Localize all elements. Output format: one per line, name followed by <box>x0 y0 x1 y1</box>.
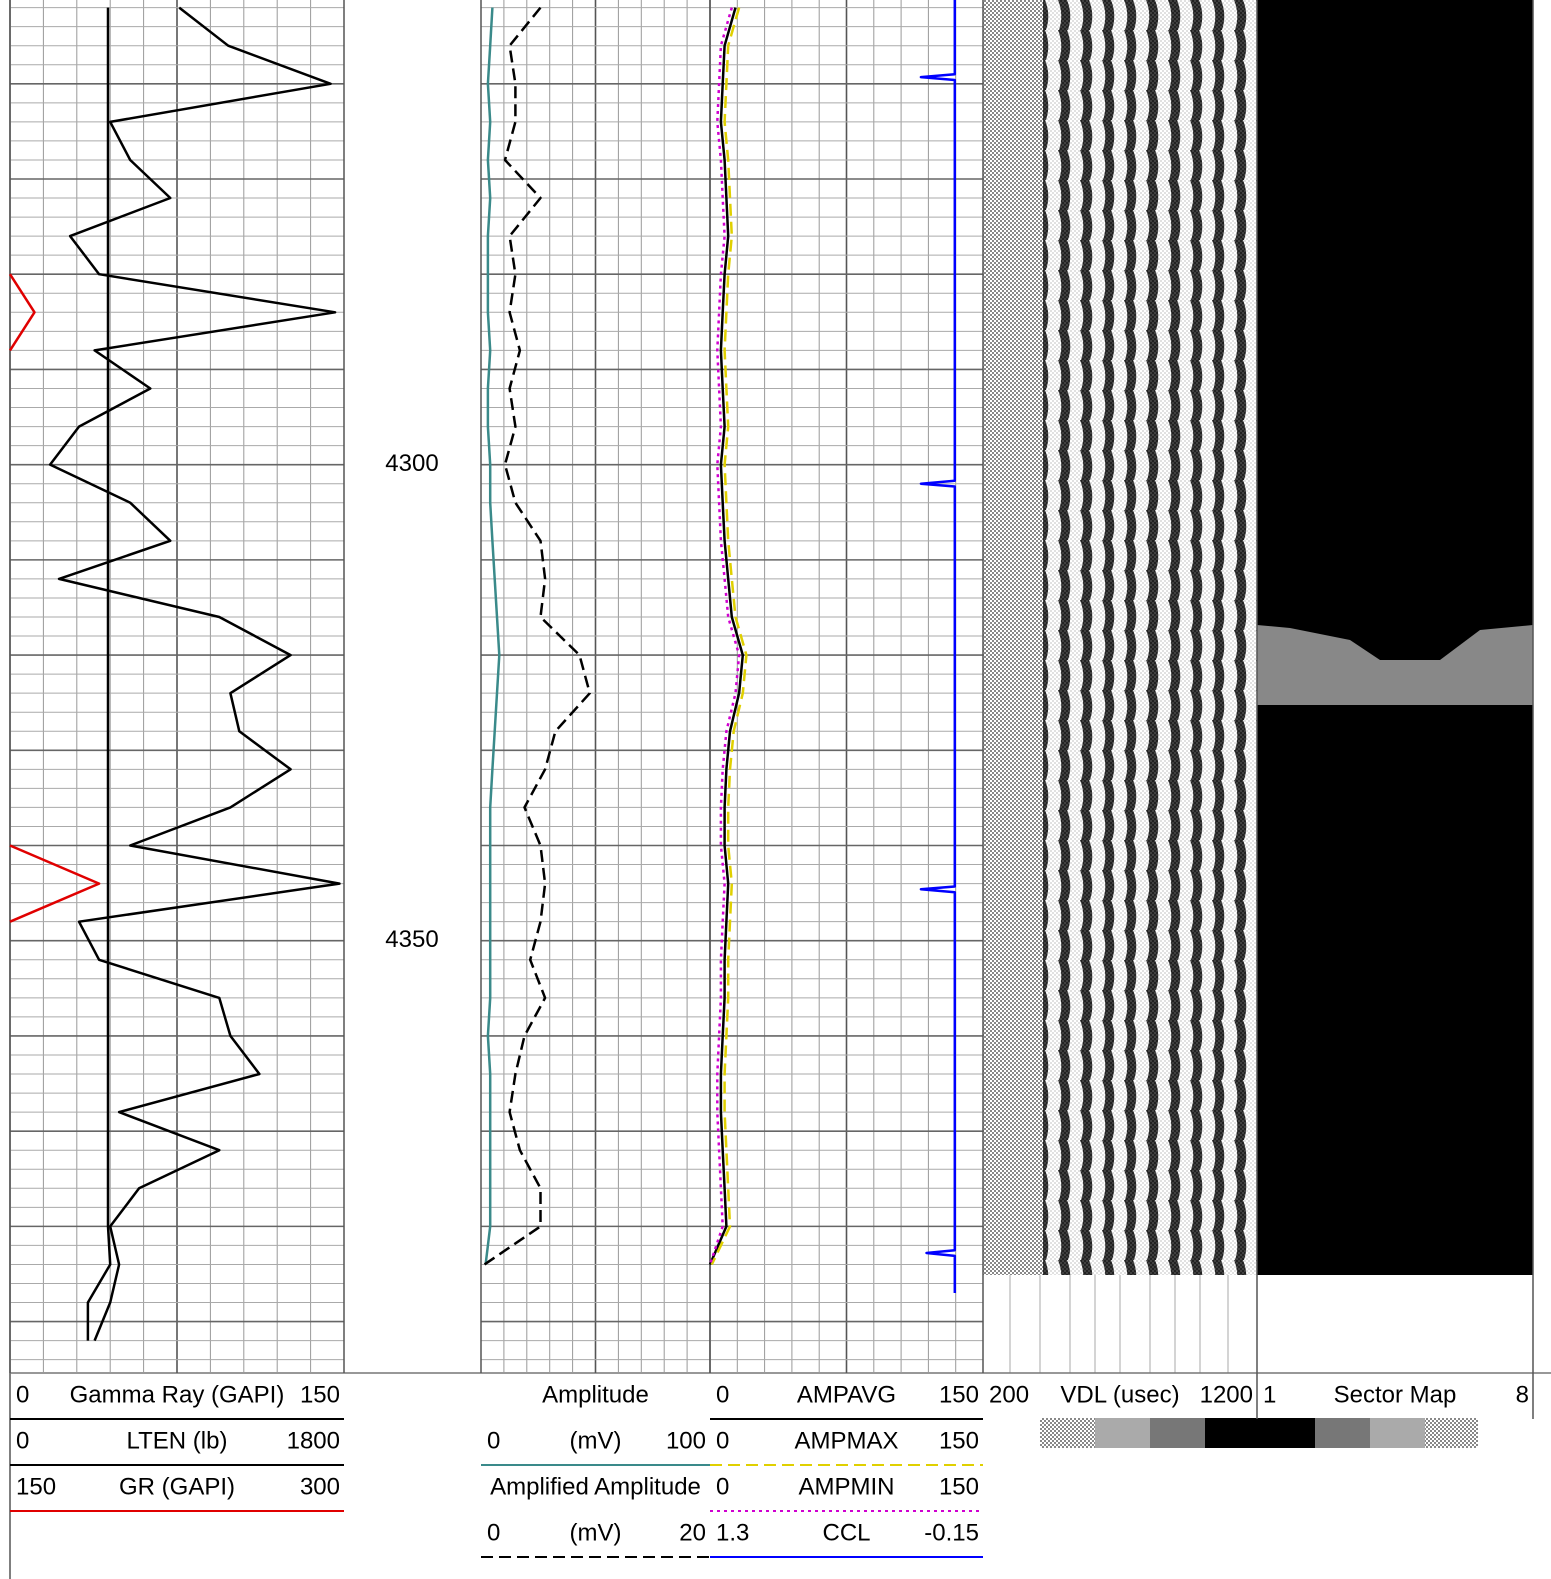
curve-name: AMPMAX <box>794 1427 898 1454</box>
curve <box>710 7 748 1266</box>
grid <box>9 0 345 1373</box>
scale-min: 0 <box>716 1381 729 1408</box>
curve-name: AMPMIN <box>799 1473 895 1500</box>
scale-min: 0 <box>16 1381 29 1408</box>
curve <box>708 7 745 1265</box>
curve <box>483 6 592 1266</box>
curve-name: Amplitude <box>542 1381 649 1408</box>
sector-legend <box>1040 1418 1478 1448</box>
vdl-image <box>983 0 1257 1373</box>
scale-max: 150 <box>939 1381 979 1408</box>
grid <box>709 0 984 1373</box>
curve-name: Sector Map <box>1334 1381 1457 1408</box>
scale-min: 0 <box>716 1473 729 1500</box>
scale-min: 0 <box>716 1427 729 1454</box>
curve-name: Amplified Amplitude <box>490 1473 701 1500</box>
curve-name: LTEN (lb) <box>127 1427 228 1454</box>
scale-max: 1800 <box>287 1427 340 1454</box>
curve-name: (mV) <box>570 1427 622 1454</box>
scale-max: 150 <box>939 1427 979 1454</box>
scale-min: 0 <box>487 1427 500 1454</box>
grid <box>480 0 711 1373</box>
curve <box>86 7 112 1341</box>
scale-max: 100 <box>666 1427 706 1454</box>
scale-max: 1200 <box>1200 1381 1253 1408</box>
curve <box>484 7 501 1265</box>
scale-min: 0 <box>487 1519 500 1546</box>
sector-map-image <box>1257 0 1533 1275</box>
scale-min: 200 <box>989 1381 1029 1408</box>
scale-max: 8 <box>1516 1381 1529 1408</box>
curve-name: GR (GAPI) <box>119 1473 235 1500</box>
scale-max: 20 <box>679 1519 706 1546</box>
curve <box>8 273 36 352</box>
curve <box>708 7 741 1265</box>
curve <box>48 6 341 1342</box>
scale-max: -0.15 <box>924 1519 979 1546</box>
scale-max: 150 <box>300 1381 340 1408</box>
curve-name: Gamma Ray (GAPI) <box>70 1381 285 1408</box>
depth-label: 4350 <box>385 926 438 953</box>
scale-min: 150 <box>16 1473 56 1500</box>
scale-min: 0 <box>16 1427 29 1454</box>
curve <box>919 0 957 1293</box>
scale-max: 300 <box>300 1473 340 1500</box>
scale-min: 1 <box>1263 1381 1276 1408</box>
curve-name: (mV) <box>570 1519 622 1546</box>
depth-label: 4300 <box>385 450 438 477</box>
curve <box>9 844 101 923</box>
scale-max: 150 <box>939 1473 979 1500</box>
scale-min: 1.3 <box>716 1519 749 1546</box>
curve-name: VDL (usec) <box>1060 1381 1179 1408</box>
curve-name: CCL <box>822 1519 870 1546</box>
curve-name: AMPAVG <box>797 1381 896 1408</box>
